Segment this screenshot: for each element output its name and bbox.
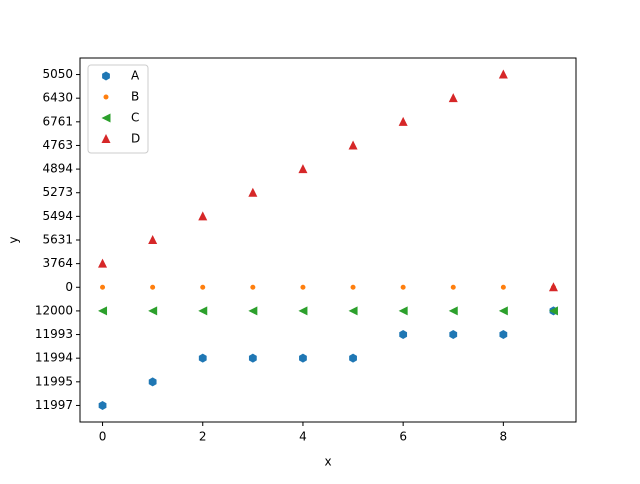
y-axis-label: y xyxy=(7,236,21,243)
point-marker xyxy=(300,284,306,290)
y-tick-label: 11994 xyxy=(35,351,73,365)
point-marker xyxy=(498,306,508,316)
point-marker xyxy=(248,306,258,316)
y-tick-label: 0 xyxy=(65,280,73,294)
point-marker xyxy=(448,306,458,316)
point-marker xyxy=(349,353,357,363)
point-marker xyxy=(348,306,358,316)
x-tick-label: 6 xyxy=(399,430,407,444)
point-marker xyxy=(350,284,356,290)
point-marker xyxy=(98,306,108,316)
y-tick-label: 11997 xyxy=(35,398,73,412)
point-marker xyxy=(348,140,358,150)
point-marker xyxy=(148,306,158,316)
x-axis-label: x xyxy=(324,455,331,469)
point-marker xyxy=(148,377,157,387)
point-marker xyxy=(100,284,106,290)
legend-marker xyxy=(102,71,110,81)
legend-label: A xyxy=(131,69,140,83)
point-marker xyxy=(398,306,408,316)
y-tick-label: 4894 xyxy=(42,162,73,176)
y-tick-label: 5050 xyxy=(42,67,73,81)
point-marker xyxy=(298,164,308,174)
legend-label: D xyxy=(131,132,140,146)
y-tick-label: 11993 xyxy=(35,327,73,341)
point-marker xyxy=(299,353,307,363)
point-marker xyxy=(98,400,107,410)
point-marker xyxy=(298,306,308,316)
legend-marker xyxy=(101,134,111,143)
y-tick-label: 3764 xyxy=(42,256,73,270)
point-marker xyxy=(148,235,158,244)
plot-area xyxy=(79,57,577,423)
legend-box xyxy=(87,64,149,154)
y-tick-label: 4763 xyxy=(42,138,73,152)
legend-label: C xyxy=(131,111,139,125)
point-marker xyxy=(499,330,508,340)
point-marker xyxy=(548,306,558,316)
point-marker xyxy=(398,116,408,126)
point-marker xyxy=(500,284,506,290)
point-marker xyxy=(200,284,206,290)
point-marker xyxy=(198,353,207,363)
point-marker xyxy=(449,330,458,340)
point-marker xyxy=(248,187,258,197)
legend-label: B xyxy=(131,90,139,104)
point-marker xyxy=(150,284,156,290)
y-tick-label: 6761 xyxy=(42,114,73,128)
x-tick-label: 0 xyxy=(99,430,107,444)
y-tick-label: 12000 xyxy=(35,303,73,317)
point-marker xyxy=(399,330,408,340)
y-tick-label: 5631 xyxy=(42,233,73,247)
y-tick-label: 6430 xyxy=(42,91,73,105)
x-tick-label: 2 xyxy=(199,430,207,444)
y-tick-label: 11995 xyxy=(35,374,73,388)
point-marker xyxy=(250,284,256,290)
point-marker xyxy=(198,306,208,316)
legend-marker xyxy=(103,94,109,100)
legend-marker xyxy=(101,113,111,123)
y-tick-label: 5494 xyxy=(42,209,73,223)
y-tick-label: 5273 xyxy=(42,185,73,199)
point-marker xyxy=(498,69,508,79)
point-marker xyxy=(400,284,406,290)
point-marker xyxy=(98,258,108,268)
x-tick-label: 4 xyxy=(299,430,307,444)
point-marker xyxy=(450,284,456,290)
point-marker xyxy=(248,353,257,363)
point-marker xyxy=(548,282,558,292)
x-tick-label: 8 xyxy=(500,430,508,444)
point-marker xyxy=(448,93,458,103)
point-marker xyxy=(198,211,208,221)
